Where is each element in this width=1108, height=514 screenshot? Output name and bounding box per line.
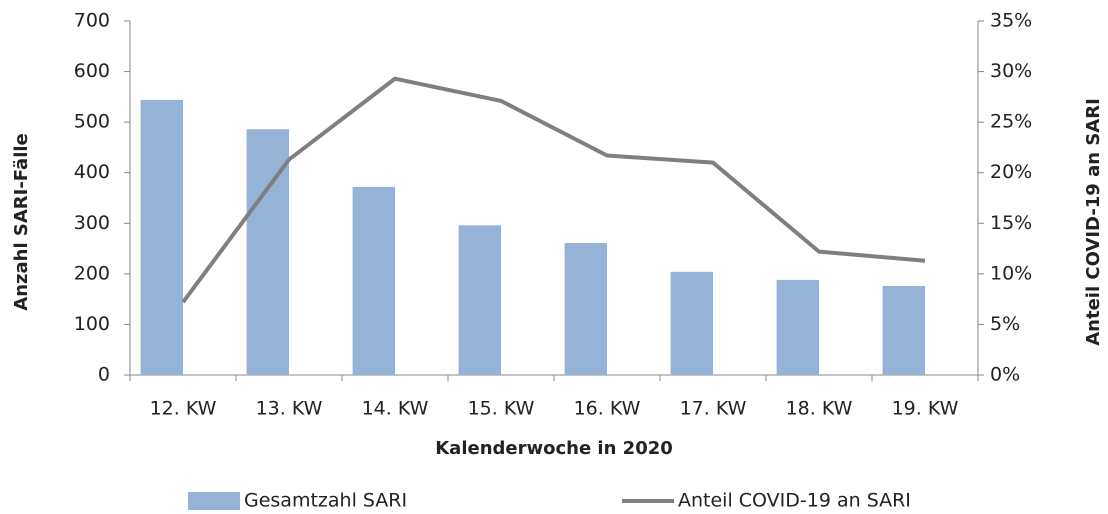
y2-tick-label: 10% [990,262,1032,284]
bar [776,279,819,375]
bar [458,225,501,375]
bar [882,285,925,375]
legend-label: Gesamtzahl SARI [244,490,407,512]
y2-tick-label: 30% [990,60,1032,82]
x-tick-label: 12. KW [150,398,217,420]
y-tick-label: 600 [74,60,110,82]
bar [352,186,395,375]
bar [670,271,713,375]
y2-axis-label: Anteil COVID-19 an SARI [1083,98,1104,346]
x-tick-label: 18. KW [786,398,853,420]
y-tick-label: 200 [74,262,110,284]
x-tick-label: 13. KW [256,398,323,420]
y2-tick-label: 20% [990,161,1032,183]
x-tick-label: 19. KW [892,398,959,420]
y2-tick-label: 35% [990,10,1032,32]
x-tick-label: 15. KW [468,398,535,420]
y-tick-label: 0 [98,364,110,386]
bar [140,99,183,376]
x-tick-label: 17. KW [680,398,747,420]
y2-tick-label: 25% [990,111,1032,133]
y2-tick-label: 0% [990,364,1020,386]
x-axis-label: Kalenderwoche in 2020 [435,438,673,459]
x-tick-label: 14. KW [362,398,429,420]
y-tick-label: 700 [74,10,110,32]
y2-tick-label: 5% [990,313,1020,335]
y-tick-label: 400 [74,161,110,183]
y-axis-label: Anzahl SARI-Fälle [11,133,32,310]
bar [564,243,607,375]
legend-swatch [188,492,240,510]
y2-tick-label: 15% [990,212,1032,234]
x-tick-label: 16. KW [574,398,641,420]
legend-label: Anteil COVID-19 an SARI [678,490,911,512]
y-tick-label: 300 [74,212,110,234]
y-tick-label: 500 [74,111,110,133]
y-tick-label: 100 [74,313,110,335]
line [181,76,926,304]
